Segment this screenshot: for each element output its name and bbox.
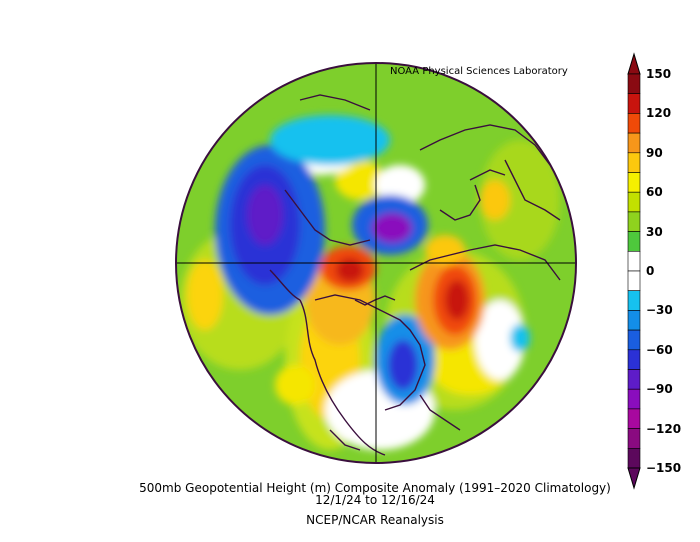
- colorbar-segment: [627, 369, 641, 390]
- colorbar-label: −120: [646, 421, 682, 436]
- colorbar-segment: [627, 408, 641, 429]
- colorbar-segment: [627, 251, 641, 272]
- colorbar-segment: [627, 388, 641, 410]
- colorbar: [627, 52, 641, 490]
- colorbar-segment: [627, 349, 641, 370]
- anomaly-field: [176, 63, 576, 463]
- caption-dates: 12/1/24 to 12/16/24: [315, 493, 435, 507]
- colorbar-segment: [627, 73, 641, 95]
- map-boundary: [175, 62, 577, 464]
- colorbar-label: −30: [646, 303, 673, 318]
- colorbar-segment: [627, 93, 641, 114]
- colorbar-segment: [627, 152, 641, 173]
- colorbar-segment: [627, 447, 641, 469]
- colorbar-segment: [627, 428, 641, 449]
- colorbar-label: −90: [646, 382, 673, 397]
- colorbar-segment: [627, 310, 641, 331]
- colorbar-label: −150: [646, 461, 682, 475]
- colorbar-segment: [627, 172, 641, 193]
- colorbar-label: 150: [646, 67, 672, 81]
- colorbar-label: −60: [646, 342, 673, 357]
- colorbar-segment: [627, 211, 641, 232]
- colorbar-arrow-bottom: [627, 467, 641, 490]
- colorbar-segment: [627, 113, 641, 134]
- colorbar-segment: [627, 191, 641, 213]
- colorbar-label: 0: [646, 264, 655, 278]
- coastlines: [269, 94, 561, 456]
- colorbar-label: 90: [646, 145, 663, 160]
- colorbar-segment: [627, 132, 641, 154]
- caption-source: NCEP/NCAR Reanalysis: [306, 513, 444, 527]
- colorbar-label: 60: [646, 185, 663, 200]
- colorbar-label: 120: [646, 106, 672, 121]
- colorbar-arrow-top: [627, 52, 641, 75]
- colorbar-segment: [627, 290, 641, 311]
- colorbar-segment: [627, 270, 641, 292]
- colorbar-segment: [627, 329, 641, 351]
- colorbar-label: 30: [646, 224, 663, 239]
- colorbar-segment: [627, 231, 641, 252]
- source-credit: NOAA Physical Sciences Laboratory: [390, 66, 568, 77]
- caption-title: 500mb Geopotential Height (m) Composite …: [139, 481, 611, 495]
